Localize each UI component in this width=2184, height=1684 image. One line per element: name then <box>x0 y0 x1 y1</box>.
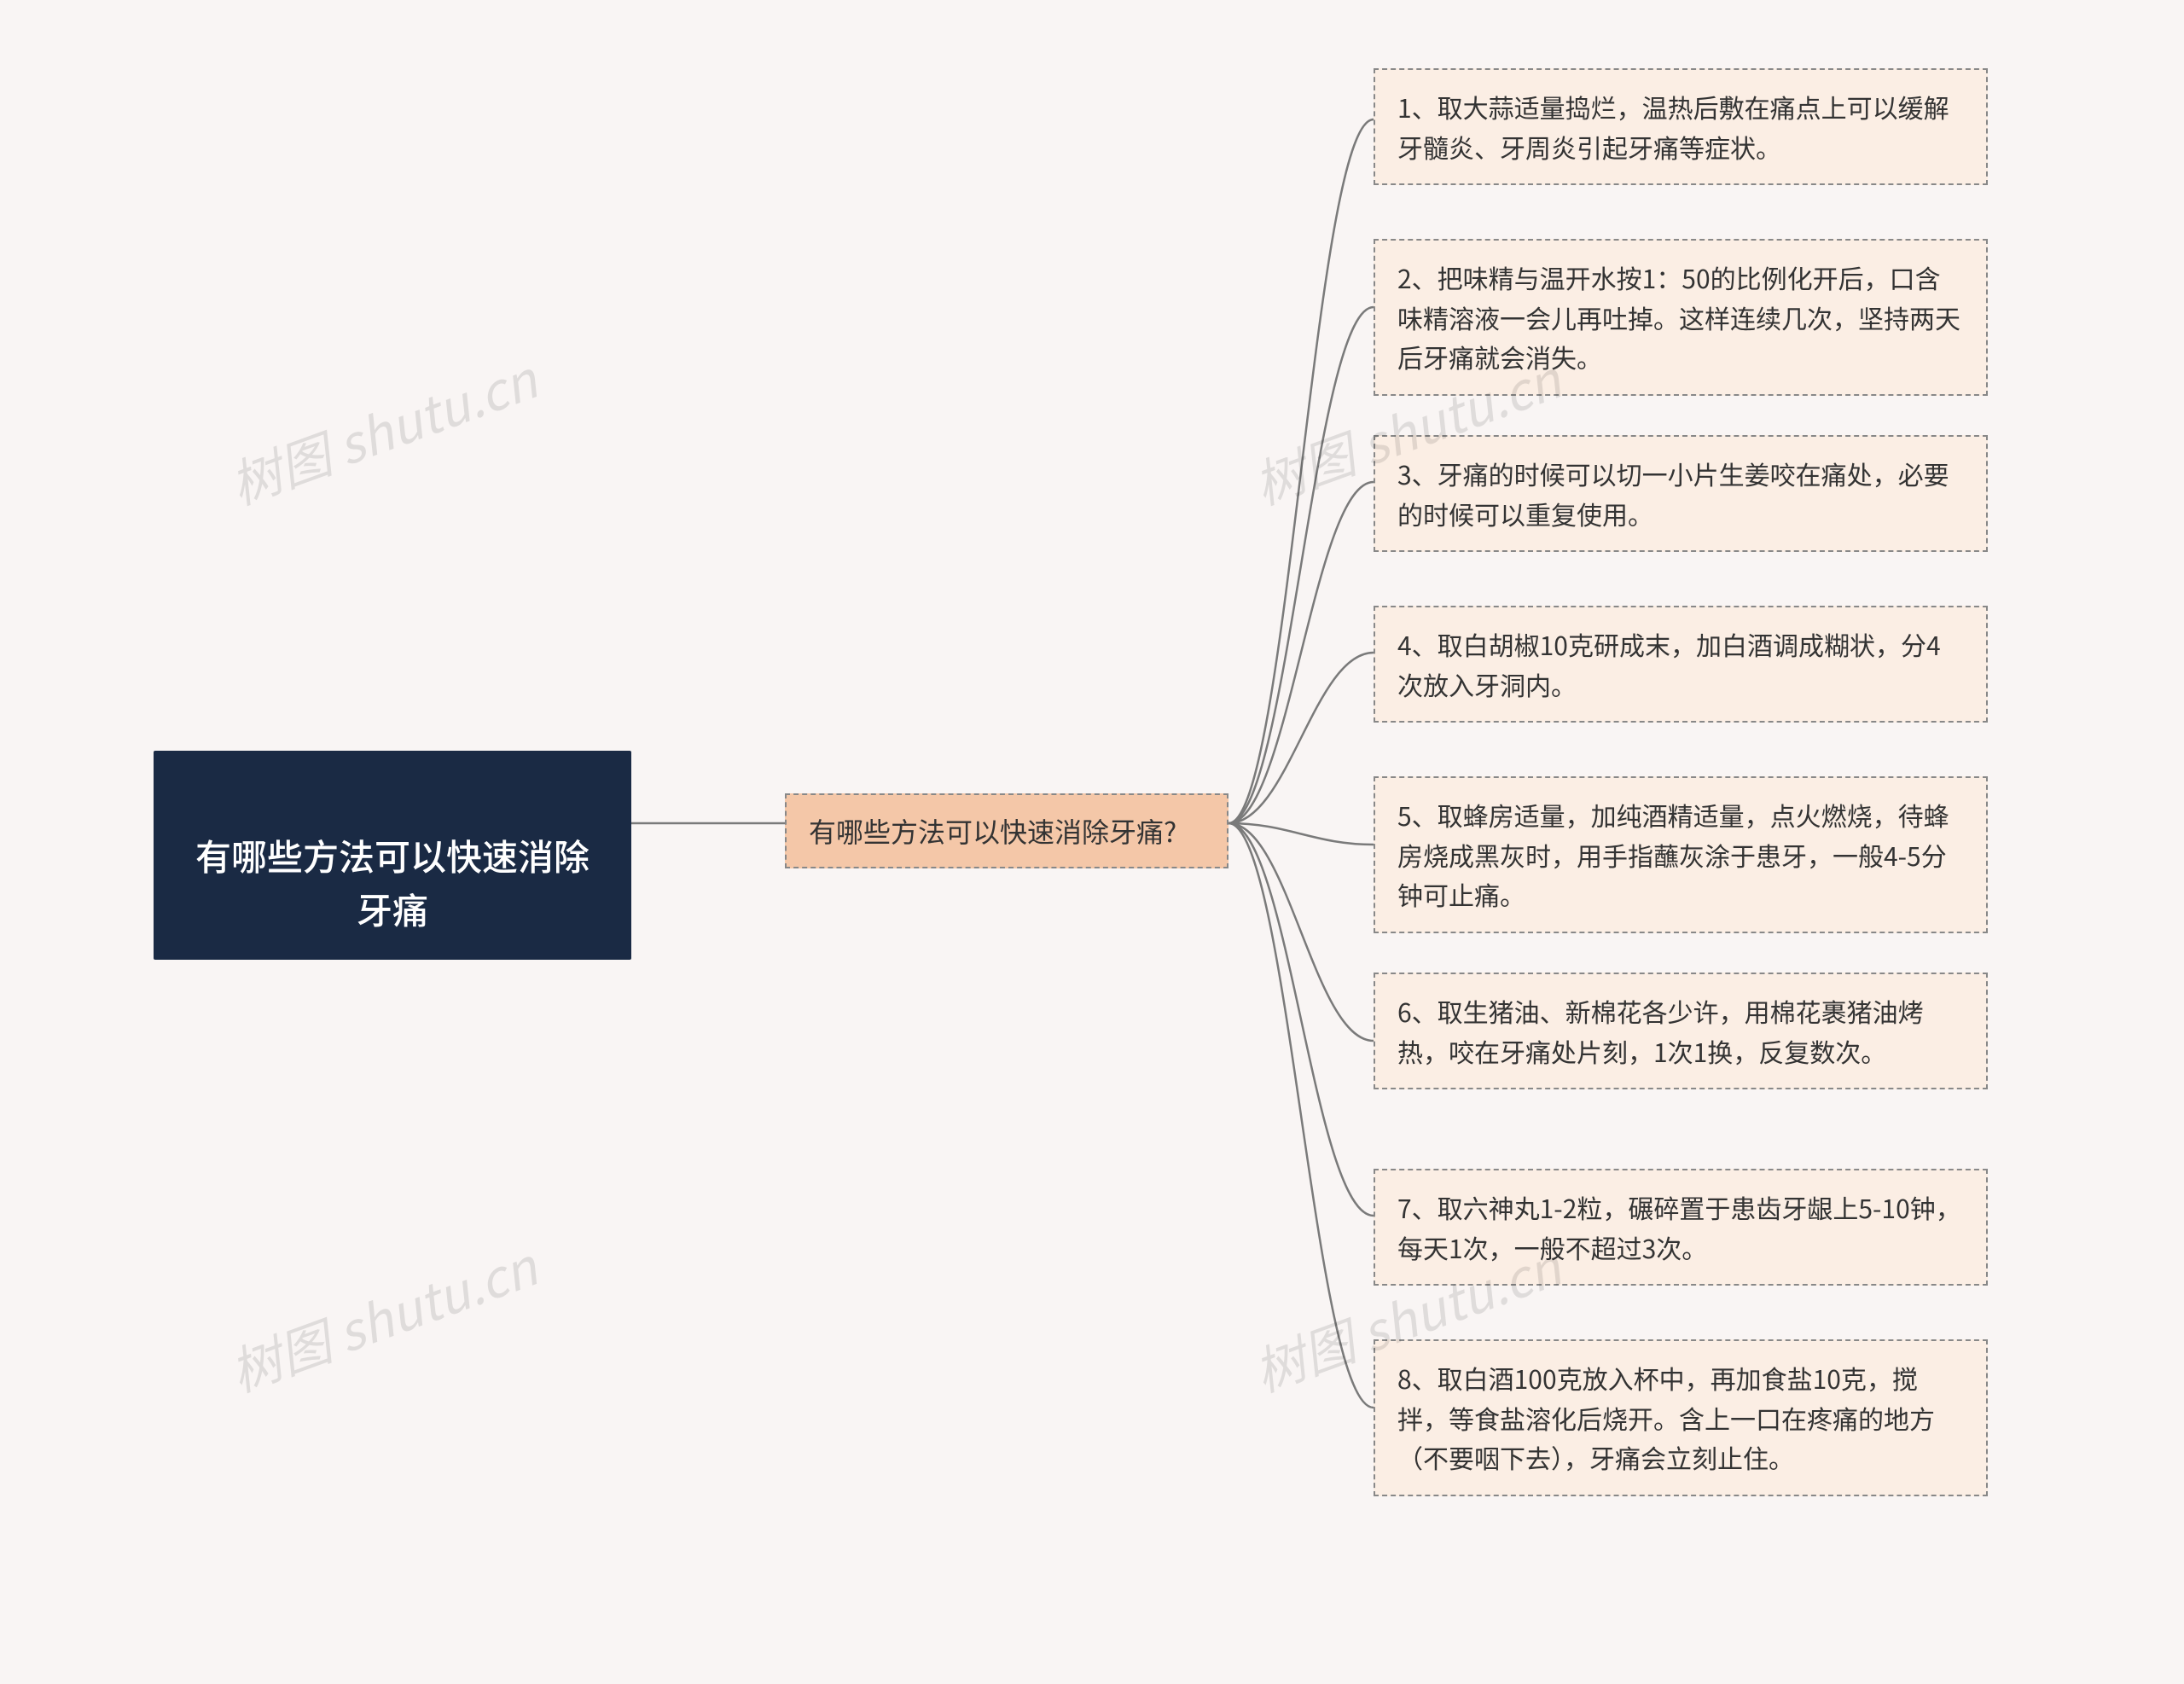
leaf-node: 5、取蜂房适量，加纯酒精适量，点火燃烧，待蜂房烧成黑灰时，用手指蘸灰涂于患牙，一… <box>1374 776 1988 933</box>
root-text: 有哪些方法可以快速消除 牙痛 <box>195 829 590 935</box>
root-node: 有哪些方法可以快速消除 牙痛 <box>154 751 631 960</box>
leaf-text: 1、取大蒜适量捣烂，温热后敷在痛点上可以缓解牙髓炎、牙周炎引起牙痛等症状。 <box>1397 88 1949 165</box>
mid-node: 有哪些方法可以快速消除牙痛? <box>785 793 1228 868</box>
leaf-text: 5、取蜂房适量，加纯酒精适量，点火燃烧，待蜂房烧成黑灰时，用手指蘸灰涂于患牙，一… <box>1397 796 1949 913</box>
leaf-text: 6、取生猪油、新棉花各少许，用棉花裹猪油烤热，咬在牙痛处片刻，1次1换，反复数次… <box>1397 992 1924 1070</box>
leaf-node: 1、取大蒜适量捣烂，温热后敷在痛点上可以缓解牙髓炎、牙周炎引起牙痛等症状。 <box>1374 68 1988 185</box>
leaf-text: 4、取白胡椒10克研成末，加白酒调成糊状，分4次放入牙洞内。 <box>1397 625 1941 703</box>
leaf-node: 6、取生猪油、新棉花各少许，用棉花裹猪油烤热，咬在牙痛处片刻，1次1换，反复数次… <box>1374 973 1988 1089</box>
leaf-node: 3、牙痛的时候可以切一小片生姜咬在痛处，必要的时候可以重复使用。 <box>1374 435 1988 552</box>
leaf-text: 2、把味精与温开水按1：50的比例化开后，口含味精溶液一会儿再吐掉。这样连续几次… <box>1397 258 1960 375</box>
watermark: 树图 shutu.cn <box>218 1227 546 1407</box>
watermark: 树图 shutu.cn <box>218 340 546 520</box>
leaf-node: 7、取六神丸1-2粒，碾碎置于患齿牙龈上5-10钟，每天1次，一般不超过3次。 <box>1374 1169 1988 1286</box>
leaf-text: 7、取六神丸1-2粒，碾碎置于患齿牙龈上5-10钟，每天1次，一般不超过3次。 <box>1397 1188 1961 1266</box>
leaf-node: 2、把味精与温开水按1：50的比例化开后，口含味精溶液一会儿再吐掉。这样连续几次… <box>1374 239 1988 396</box>
leaf-node: 8、取白酒100克放入杯中，再加食盐10克，搅拌，等食盐溶化后烧开。含上一口在疼… <box>1374 1339 1988 1496</box>
mid-text: 有哪些方法可以快速消除牙痛? <box>809 811 1176 851</box>
leaf-text: 8、取白酒100克放入杯中，再加食盐10克，搅拌，等食盐溶化后烧开。含上一口在疼… <box>1397 1359 1935 1476</box>
leaf-node: 4、取白胡椒10克研成末，加白酒调成糊状，分4次放入牙洞内。 <box>1374 606 1988 723</box>
leaf-text: 3、牙痛的时候可以切一小片生姜咬在痛处，必要的时候可以重复使用。 <box>1397 455 1949 532</box>
